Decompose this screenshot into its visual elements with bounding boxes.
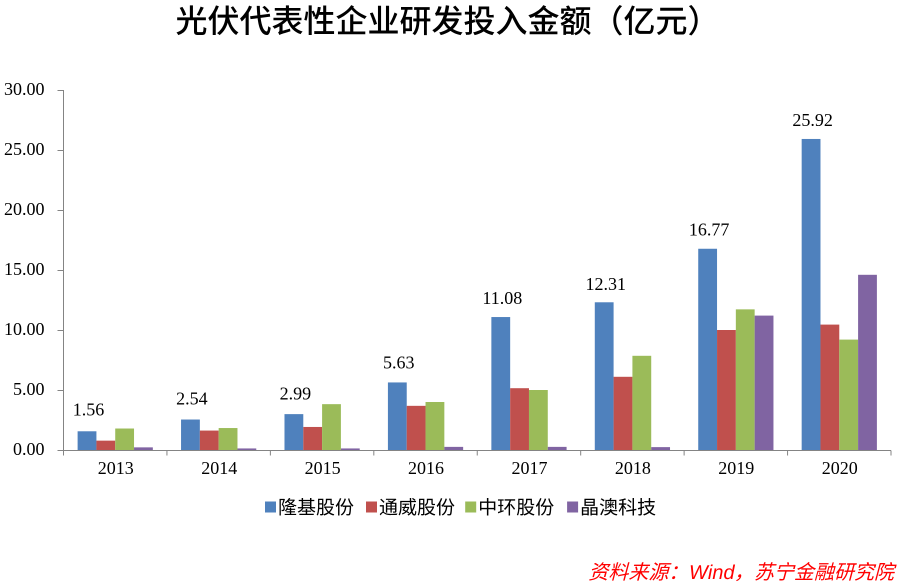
svg-text:16.77: 16.77 xyxy=(689,220,730,240)
svg-text:2019: 2019 xyxy=(718,458,754,478)
svg-text:2.99: 2.99 xyxy=(280,383,312,403)
svg-text:2020: 2020 xyxy=(822,458,858,478)
svg-text:2014: 2014 xyxy=(201,458,237,478)
svg-text:30.00: 30.00 xyxy=(4,79,45,99)
svg-text:5.00: 5.00 xyxy=(13,379,45,399)
svg-text:0.00: 0.00 xyxy=(13,439,45,459)
svg-text:15.00: 15.00 xyxy=(4,259,45,279)
svg-text:10.00: 10.00 xyxy=(4,319,45,339)
svg-text:1.56: 1.56 xyxy=(73,400,105,420)
svg-text:2016: 2016 xyxy=(408,458,444,478)
svg-text:2015: 2015 xyxy=(305,458,341,478)
svg-text:25.92: 25.92 xyxy=(792,110,833,130)
svg-text:2017: 2017 xyxy=(512,458,548,478)
svg-text:11.08: 11.08 xyxy=(482,288,522,308)
svg-text:2013: 2013 xyxy=(98,458,134,478)
svg-text:5.63: 5.63 xyxy=(383,352,415,372)
svg-text:25.00: 25.00 xyxy=(4,139,45,159)
svg-text:2018: 2018 xyxy=(615,458,651,478)
svg-text:12.31: 12.31 xyxy=(585,274,626,294)
svg-text:20.00: 20.00 xyxy=(4,199,45,219)
svg-text:2.54: 2.54 xyxy=(176,389,208,409)
